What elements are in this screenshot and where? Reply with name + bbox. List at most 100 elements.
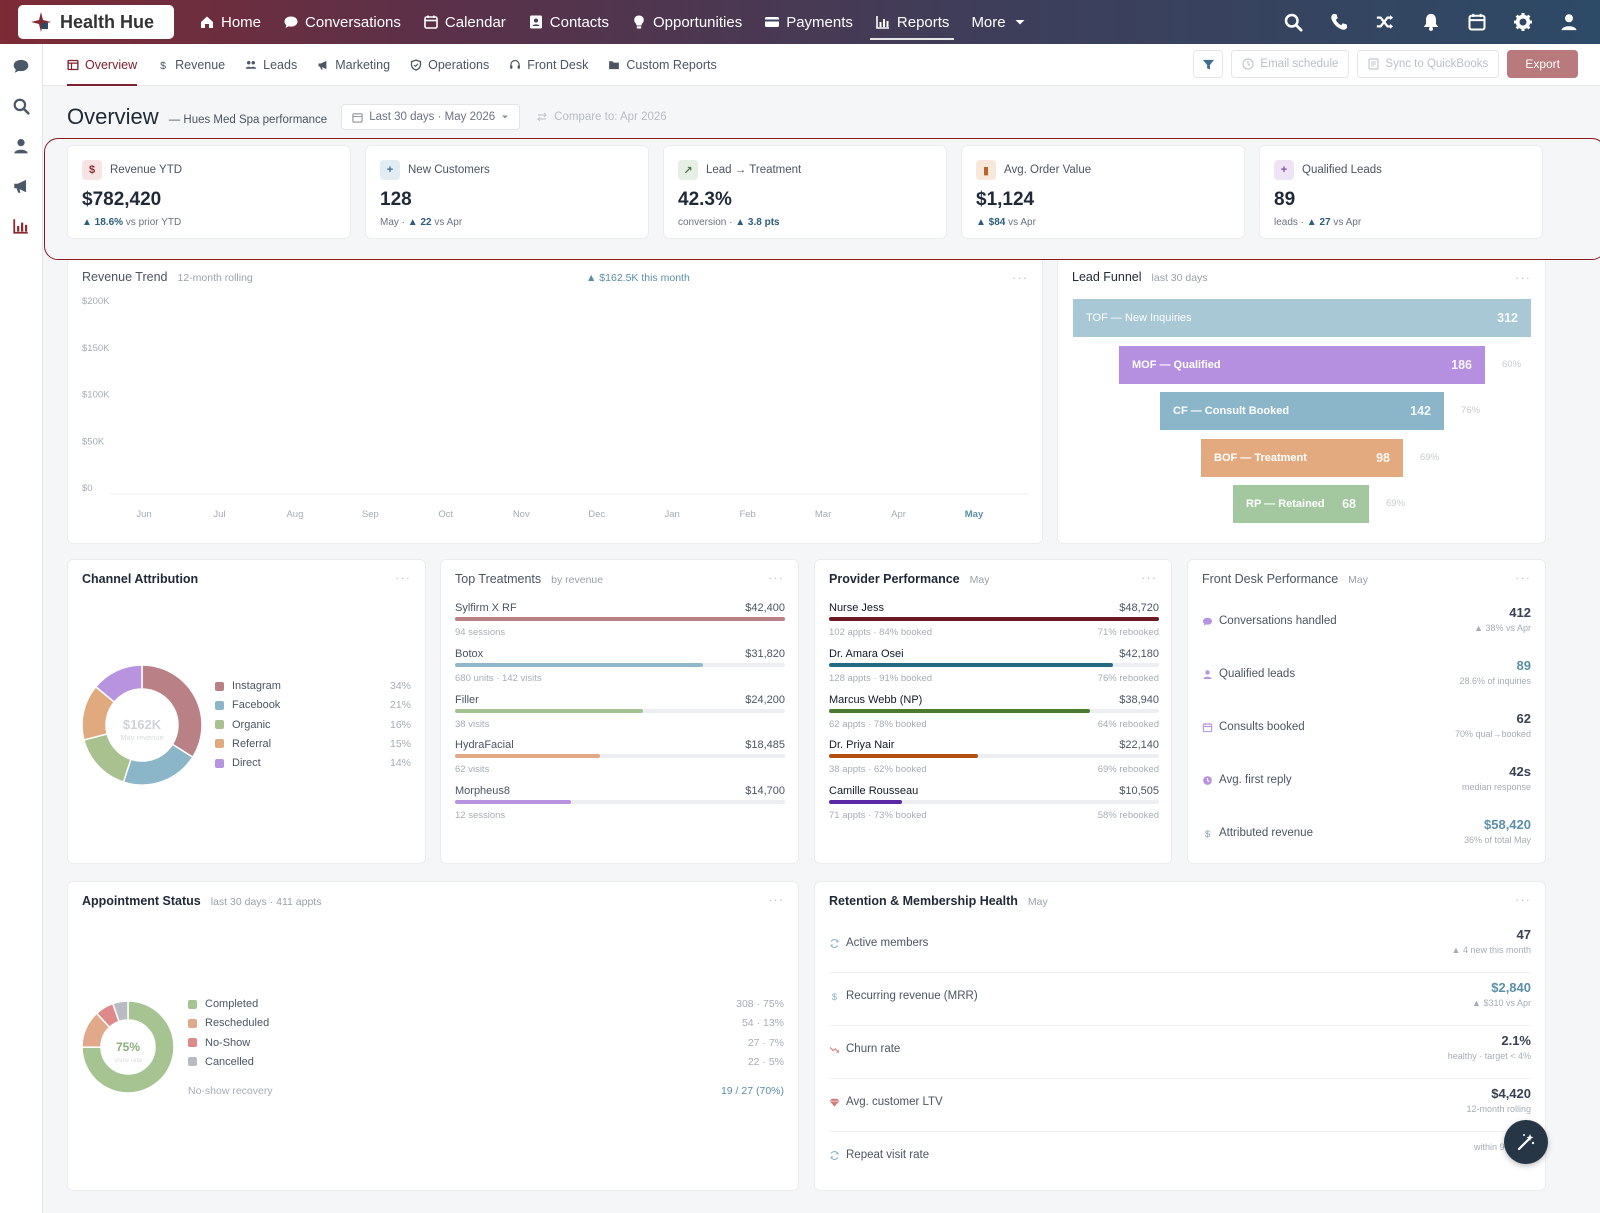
kpi-value: 128 [380, 189, 412, 210]
tab-front-desk[interactable]: Front Desk [499, 44, 598, 86]
kpi-sub-prefix: leads · [1274, 217, 1307, 228]
home-icon [201, 16, 213, 28]
tab-marketing[interactable]: Marketing [307, 44, 400, 86]
user-button[interactable] [1546, 12, 1592, 32]
user-icon [1203, 669, 1212, 679]
provider-row[interactable]: Dr. Priya Nair $22,140 38 appts · 62% boo… [829, 739, 1159, 775]
kpi-highlight-frame [44, 138, 1600, 260]
nav-item-conversations[interactable]: Conversations [272, 0, 412, 44]
rail-bar-chart-button[interactable] [12, 217, 32, 237]
funnel-bar[interactable]: CF — Consult Booked 142 [1160, 392, 1444, 430]
retention-subtitle: May [1027, 896, 1048, 908]
top-treatments-heading: Top Treatments [455, 572, 542, 586]
nav-item-opportunities[interactable]: Opportunities [620, 0, 753, 44]
appointment-status-menu[interactable]: ··· [768, 892, 784, 907]
x-tick-label: Aug [286, 509, 303, 520]
nav-item-payments[interactable]: Payments [753, 0, 864, 44]
channel-attribution-menu[interactable]: ··· [395, 570, 411, 585]
search-button[interactable] [1270, 12, 1316, 32]
metric-sub: within 90 days [1473, 1142, 1531, 1152]
donut-segment[interactable] [141, 664, 203, 759]
calendar-icon [424, 15, 438, 29]
compare-toggle[interactable]: Compare to: Apr 2026 [536, 111, 667, 123]
lead-funnel-menu[interactable]: ··· [1515, 270, 1531, 285]
funnel-stage-label: TOF — New Inquiries [1086, 312, 1192, 324]
tab-label: Overview [85, 57, 138, 72]
treatment-row[interactable]: HydraFacial $18,485 62 visits [455, 739, 785, 775]
provider-row[interactable]: Nurse Jess $48,720 102 appts · 84% booked… [829, 602, 1159, 638]
treatment-row[interactable]: Morpheus8 $14,700 12 sessions [455, 785, 785, 821]
kpi-card[interactable]: $ Revenue YTD $782,420 ▲ 18.6% vs prior … [67, 145, 351, 239]
top-treatments-menu[interactable]: ··· [768, 570, 784, 585]
front-desk-menu[interactable]: ··· [1515, 570, 1531, 585]
legend-value: 22 · 5% [747, 1055, 784, 1068]
tab-overview[interactable]: Overview [57, 44, 147, 86]
tab-custom-reports[interactable]: Custom Reports [598, 44, 726, 86]
kpi-card[interactable]: + New Customers 128 May · ▲ 22 vs Apr [365, 145, 649, 239]
front-desk-metric: Qualified leads 89 28.6% of inquiries [1202, 658, 1531, 686]
tab-revenue[interactable]: $ Revenue [147, 44, 235, 86]
treatment-bar-track [455, 662, 785, 667]
phone-button[interactable] [1316, 12, 1362, 32]
sync-quickbooks-button[interactable]: Sync to QuickBooks [1357, 50, 1500, 78]
nav-label: More [971, 13, 1006, 31]
rail-chat-button[interactable] [12, 57, 32, 77]
funnel-bar[interactable]: BOF — Treatment 98 [1201, 438, 1403, 477]
magic-wand-fab[interactable] [1504, 1120, 1548, 1164]
revenue-trend-menu[interactable]: ··· [1012, 270, 1028, 285]
nav-label: Conversations [305, 13, 401, 31]
retention-metric: Repeat visit rate within 90 days [829, 1139, 1531, 1185]
nav-item-contacts[interactable]: Contacts [517, 0, 620, 44]
channel-attribution-title: Channel Attribution [82, 572, 199, 586]
gear-button[interactable] [1500, 12, 1546, 32]
nav-item-home[interactable]: Home [188, 0, 272, 44]
lead-funnel-title: Lead Funnel last 30 days [1072, 270, 1208, 284]
rail-search-button[interactable] [12, 97, 32, 117]
donut-segment[interactable] [94, 664, 143, 704]
funnel-bar[interactable]: MOF — Qualified 186 [1119, 345, 1485, 384]
provider-row[interactable]: Camille Rousseau $10,505 71 appts · 73% b… [829, 785, 1159, 821]
kpi-label: New Customers [408, 164, 490, 176]
filter-button[interactable] [1193, 50, 1224, 78]
kpi-card[interactable]: + Qualified Leads 89 leads · ▲ 27 vs Apr [1259, 145, 1543, 239]
treatment-row[interactable]: Filler $24,200 38 visits [455, 694, 785, 730]
treatment-sub: 680 units · 142 visits [455, 672, 542, 684]
legend-label: Direct [232, 757, 261, 770]
kpi-sub-suffix: vs Apr [1005, 217, 1036, 228]
shuffle-icon [1376, 15, 1394, 29]
date-range-select[interactable]: Last 30 days · May 2026 [341, 104, 521, 130]
retention-menu[interactable]: ··· [1515, 892, 1531, 907]
metric-value: $58,420 [1484, 817, 1531, 832]
funnel-conversion-rate: 69% [1386, 498, 1406, 509]
treatment-bar-track [455, 617, 785, 621]
provider-row[interactable]: Marcus Webb (NP) $38,940 62 appts · 78% b… [829, 694, 1159, 730]
donut-segment[interactable] [81, 1000, 175, 1094]
export-button[interactable]: Export [1507, 50, 1578, 78]
rail-user-button[interactable] [12, 137, 32, 157]
bell-button[interactable] [1408, 12, 1454, 32]
appointment-status-heading: Appointment Status [82, 894, 201, 908]
metric-value: 2.1% [1501, 1033, 1531, 1048]
email-schedule-button[interactable]: Email schedule [1231, 50, 1350, 78]
donut-segment[interactable] [122, 743, 194, 786]
donut-segment[interactable] [111, 1000, 129, 1023]
rail-megaphone-button[interactable] [12, 177, 32, 197]
funnel-bar[interactable]: TOF — New Inquiries 312 [1073, 299, 1531, 337]
nav-item-more[interactable]: More [960, 0, 1038, 44]
treatment-row[interactable]: Botox $31,820 680 units · 142 visits [455, 648, 785, 684]
brand-logo[interactable]: Health Hue [18, 5, 174, 39]
funnel-bar[interactable]: RP — Retained 68 [1233, 485, 1369, 523]
nav-item-calendar[interactable]: Calendar [412, 0, 517, 44]
nav-item-reports[interactable]: Reports [864, 0, 961, 44]
front-desk-heading: Front Desk Performance [1202, 572, 1339, 586]
kpi-card[interactable]: ▮ Avg. Order Value $1,124 ▲ $84 vs Apr [961, 145, 1245, 239]
calendar-button[interactable] [1454, 12, 1500, 32]
treatment-row[interactable]: Sylfirm X RF $42,400 94 sessions [455, 602, 785, 638]
provider-performance-menu[interactable]: ··· [1141, 570, 1157, 585]
tab-operations[interactable]: Operations [400, 44, 499, 86]
provider-row[interactable]: Dr. Amara Osei $42,180 128 appts · 91% bo… [829, 648, 1159, 684]
kpi-card[interactable]: ↗ Lead → Treatment 42.3% conversion · ▲ … [663, 145, 947, 239]
shuffle-button[interactable] [1362, 12, 1408, 32]
tab-leads[interactable]: Leads [235, 44, 307, 86]
